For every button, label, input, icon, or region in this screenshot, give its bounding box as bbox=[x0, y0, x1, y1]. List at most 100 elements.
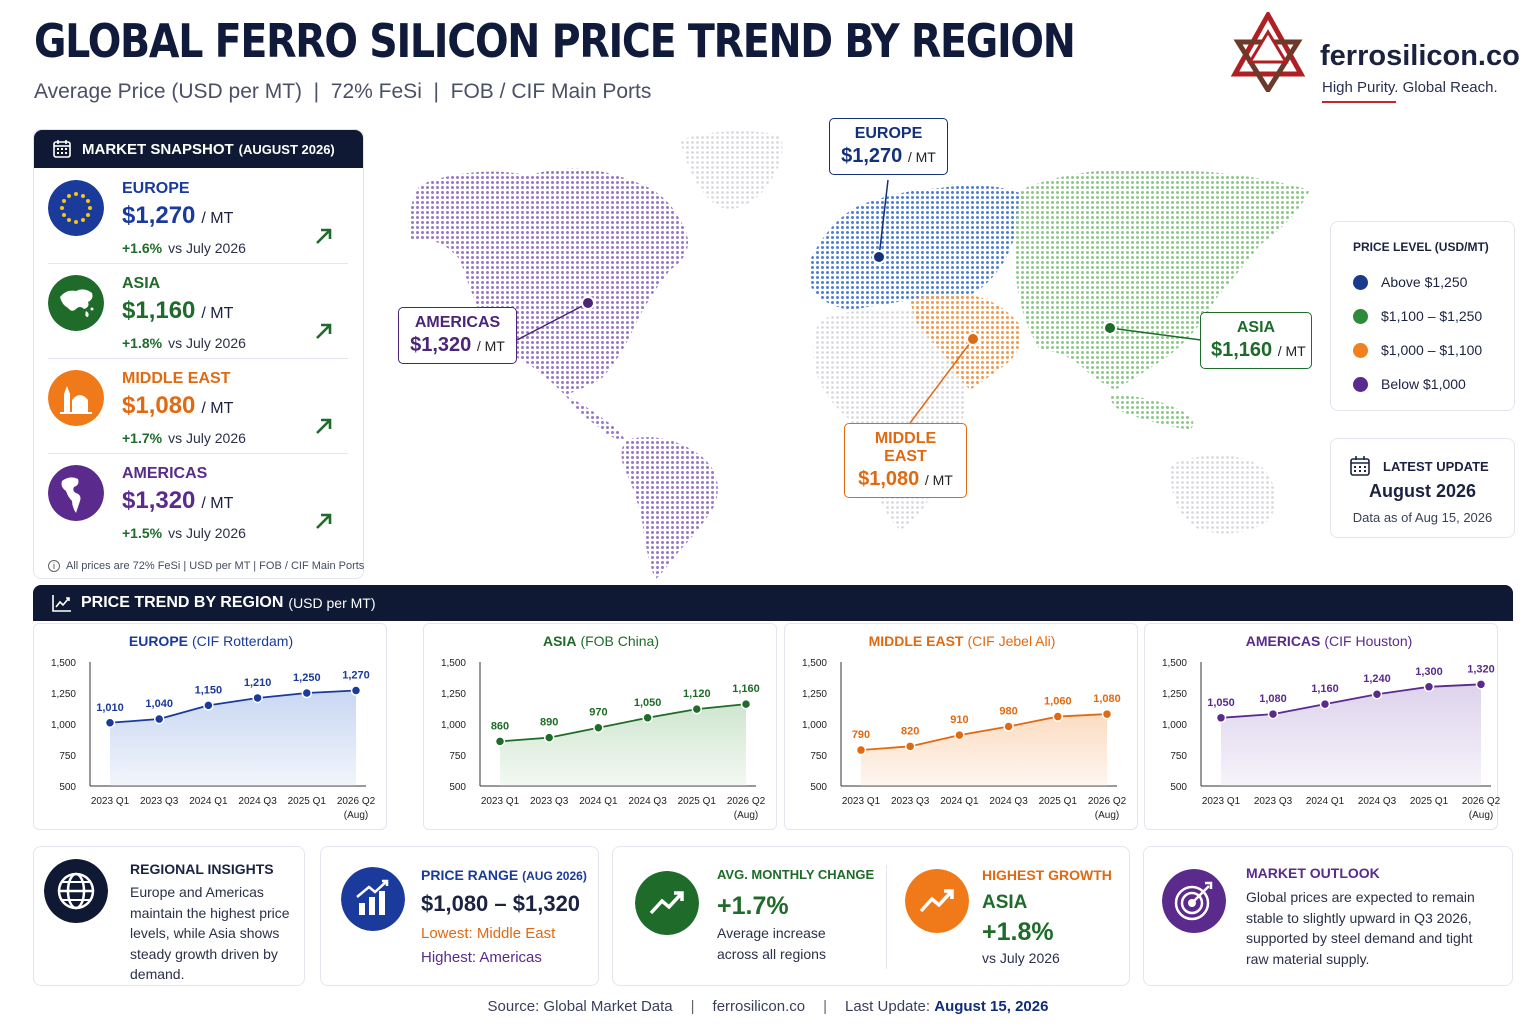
chart-title: MIDDLE EAST (CIF Jebel Ali) bbox=[869, 633, 1056, 649]
target-icon bbox=[1162, 869, 1226, 933]
data-point bbox=[1319, 698, 1331, 710]
snapshot-price-value: $1,080 bbox=[122, 392, 196, 419]
legend-label: $1,100 – $1,250 bbox=[1381, 308, 1483, 324]
callout-price-value: $1,080 bbox=[858, 468, 920, 490]
series-area bbox=[861, 714, 1107, 786]
page-subtitle: Average Price (USD per MT) | 72% FeSi | … bbox=[34, 80, 652, 103]
callout-region: AMERICAS bbox=[414, 314, 501, 331]
highest-growth-vs: vs July 2026 bbox=[982, 950, 1060, 966]
legend-title: PRICE LEVEL (USD/MT) bbox=[1353, 240, 1489, 254]
europe-shape bbox=[810, 185, 1025, 310]
map-callout-europe: EUROPE $1,270 / MT bbox=[829, 118, 948, 175]
snapshot-price-value: $1,270 bbox=[122, 202, 196, 229]
x-tick-label: 2026 Q2 bbox=[1088, 796, 1127, 807]
y-tick-label: 500 bbox=[449, 782, 466, 793]
callout-region: EUROPE bbox=[854, 125, 923, 142]
southeast-asia-shape bbox=[1110, 395, 1194, 430]
chart-title-region: ASIA bbox=[543, 633, 576, 649]
data-point bbox=[350, 685, 362, 696]
legend-dot bbox=[1353, 308, 1368, 324]
footer-site: ferrosilicon.co bbox=[712, 998, 806, 1015]
footer-separator: | bbox=[823, 998, 827, 1015]
chart-title-region: AMERICAS bbox=[1246, 633, 1321, 649]
data-point bbox=[1423, 681, 1435, 693]
data-label: 1,300 bbox=[1415, 666, 1443, 678]
middle-east-shape bbox=[910, 293, 1021, 390]
y-tick-label: 1,250 bbox=[441, 689, 466, 700]
map-pin-americas bbox=[581, 296, 595, 310]
legend-item: $1,000 – $1,100 bbox=[1353, 342, 1482, 358]
page-footer: Source: Global Market Data | ferrosilicon.… bbox=[0, 998, 1536, 1015]
data-point bbox=[593, 722, 604, 733]
price-range-label-text: PRICE RANGE bbox=[421, 867, 519, 883]
data-label: 910 bbox=[950, 714, 968, 726]
map-pin-middle-east bbox=[966, 332, 980, 346]
y-tick-label: 1,250 bbox=[1162, 689, 1187, 700]
highest-growth-region: ASIA bbox=[982, 892, 1028, 913]
trend-card-europe: EUROPE (CIF Rotterdam) 500 750 1,000 1,250 1,5… bbox=[33, 623, 387, 830]
chart-title-region: MIDDLE EAST bbox=[869, 633, 964, 649]
update-label: LATEST UPDATE bbox=[1383, 459, 1489, 474]
asia-shape bbox=[1015, 169, 1310, 390]
snapshot-change-value: +1.8% bbox=[122, 335, 163, 351]
snapshot-row-americas: AMERICAS $1,320 / MT +1.5% vs July 2026 bbox=[48, 455, 348, 549]
y-tick-label: 750 bbox=[59, 751, 76, 762]
snapshot-price-value: $1,160 bbox=[122, 297, 196, 324]
x-tick-label: 2023 Q1 bbox=[91, 796, 130, 807]
snapshot-row-asia: ASIA $1,160 / MT +1.8% vs July 2026 bbox=[48, 265, 348, 359]
central-america-shape bbox=[565, 395, 625, 440]
data-label: 1,060 bbox=[1044, 696, 1072, 708]
snapshot-region-name: MIDDLE EAST bbox=[122, 370, 231, 387]
footer-separator: | bbox=[690, 998, 695, 1015]
data-point bbox=[1475, 679, 1487, 690]
map-callout-americas: AMERICAS $1,320 / MT bbox=[398, 307, 517, 364]
snapshot-title-sub: (AUGUST 2026) bbox=[238, 141, 335, 157]
trend-chart-europe: EUROPE (CIF Rotterdam) 500 750 1,000 1,250 1,5… bbox=[51, 633, 376, 821]
snapshot-change-value: +1.5% bbox=[122, 525, 163, 541]
data-point bbox=[301, 687, 313, 699]
change-growth-card: AVG. MONTHLY CHANGE +1.7% Average increa… bbox=[612, 846, 1130, 986]
x-tick-note: (Aug) bbox=[1095, 810, 1119, 821]
price-range-highest: Highest: Americas bbox=[421, 949, 542, 966]
avg-change-label: AVG. MONTHLY CHANGE bbox=[717, 867, 875, 882]
y-tick-label: 1,500 bbox=[441, 658, 466, 669]
data-point bbox=[1267, 708, 1279, 720]
legend-item: Above $1,250 bbox=[1353, 274, 1467, 290]
y-tick-label: 1,000 bbox=[441, 720, 466, 731]
data-label: 1,320 bbox=[1467, 663, 1495, 675]
callout-unit: / MT bbox=[907, 149, 936, 165]
snapshot-region-name: ASIA bbox=[122, 275, 161, 292]
bar-chart-icon bbox=[341, 867, 405, 931]
line-chart-icon bbox=[52, 595, 71, 612]
regional-insights-card: REGIONAL INSIGHTS Europe and Americas ma… bbox=[33, 846, 305, 986]
data-point bbox=[203, 700, 214, 711]
trend-up-icon bbox=[905, 869, 969, 933]
snapshot-price-value: $1,320 bbox=[122, 487, 196, 514]
callout-price: $1,160 / MT bbox=[1211, 339, 1306, 362]
snapshot-change: +1.8% vs July 2026 bbox=[122, 335, 246, 351]
logo-mark-icon bbox=[1230, 12, 1306, 92]
x-tick-label: 2024 Q3 bbox=[238, 796, 277, 807]
logo-tagline: High Purity. Global Reach. bbox=[1322, 79, 1498, 96]
trend-section-header: PRICE TREND BY REGION (USD per MT) bbox=[33, 585, 1513, 621]
snapshot-price: $1,080 / MT bbox=[122, 392, 233, 420]
price-range-lowest: Lowest: Middle East bbox=[421, 925, 556, 942]
data-point bbox=[104, 717, 116, 729]
data-label: 1,150 bbox=[195, 684, 223, 696]
highest-growth-value: +1.8% bbox=[982, 918, 1054, 946]
market-outlook-label: MARKET OUTLOOK bbox=[1246, 865, 1380, 881]
trend-unit: (USD per MT) bbox=[288, 595, 376, 611]
x-tick-label: 2023 Q3 bbox=[530, 796, 569, 807]
callout-region: ASIA bbox=[1236, 319, 1276, 336]
world-map bbox=[408, 131, 1310, 580]
data-label: 1,210 bbox=[244, 677, 272, 689]
x-tick-label: 2025 Q1 bbox=[678, 796, 717, 807]
y-tick-label: 1,500 bbox=[51, 658, 76, 669]
data-label: 1,120 bbox=[683, 688, 711, 700]
trend-title: PRICE TREND BY REGION bbox=[81, 594, 284, 611]
snapshot-unit: / MT bbox=[201, 495, 234, 512]
eu-flag-icon bbox=[48, 180, 104, 236]
trend-chart-asia: ASIA (FOB China) 500 750 1,000 1,250 1,500 860 8… bbox=[441, 633, 766, 821]
series-line bbox=[499, 703, 747, 743]
chart-title: AMERICAS (CIF Houston) bbox=[1246, 633, 1413, 649]
